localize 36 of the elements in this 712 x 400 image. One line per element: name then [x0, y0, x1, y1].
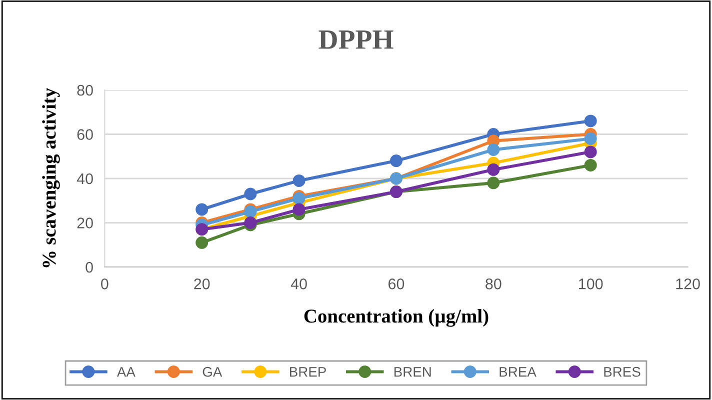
point: [584, 132, 597, 145]
point: [196, 236, 208, 249]
y-tick-label: 60: [77, 129, 93, 140]
y-tick-label: 20: [77, 218, 93, 228]
y-tick-label: 40: [76, 173, 93, 184]
legend-label: BRES: [604, 366, 640, 377]
point: [292, 203, 306, 216]
point: [292, 192, 306, 205]
x-tick-label: 60: [388, 278, 404, 290]
legend-label: GA: [202, 366, 222, 377]
point: [292, 174, 306, 187]
x-tick-label: 120: [676, 278, 700, 290]
legend-label: BREA: [500, 367, 536, 377]
y-tick-label: 80: [77, 84, 93, 96]
point: [196, 203, 208, 216]
point: [584, 114, 597, 128]
point: [584, 146, 597, 158]
point: [244, 216, 257, 229]
y-axis-title: % scavenging activity: [42, 88, 60, 268]
legend-label: BREP: [290, 367, 326, 377]
x-tick-label: 20: [194, 278, 210, 290]
y-tick-label: 0: [86, 262, 93, 273]
x-axis-title: Concentration (µg/ml): [304, 309, 488, 327]
point: [487, 163, 500, 176]
point: [244, 188, 257, 200]
x-tick-label: 0: [101, 278, 108, 290]
point: [487, 176, 500, 190]
x-tick-label: 40: [290, 278, 307, 290]
x-tick-label: 80: [486, 278, 502, 290]
point: [584, 158, 597, 172]
legend-label: AA: [116, 367, 136, 377]
chart-title: DPPH: [318, 30, 394, 49]
point: [487, 143, 500, 156]
point: [390, 154, 402, 168]
x-tick-label: 100: [579, 278, 603, 290]
legend-label: BREN: [394, 367, 431, 377]
